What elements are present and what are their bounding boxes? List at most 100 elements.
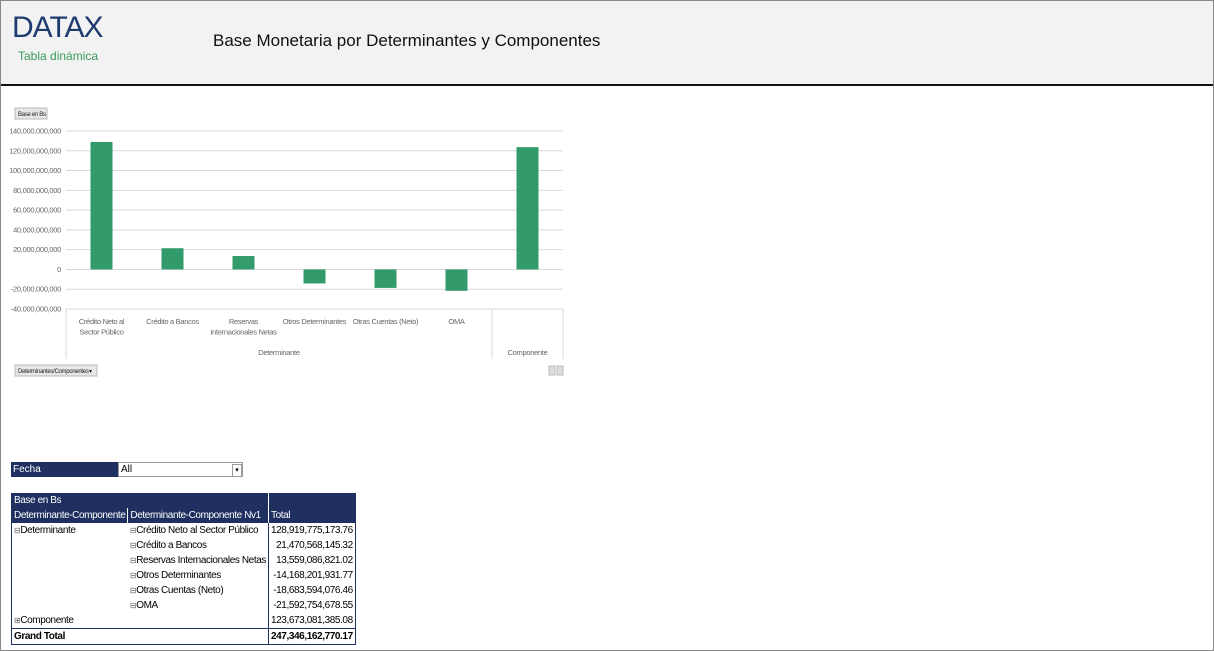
toggle-icon[interactable]: ⊞ (14, 616, 21, 625)
table-row: ⊟Crédito a Bancos 21,470,568,145.32 (12, 538, 356, 553)
table-cell: -14,168,201,931.77 (267, 568, 356, 583)
table-cell: ⊟Determinante (12, 523, 128, 538)
label-line: OMA (448, 317, 464, 326)
table-cell: 247,346,162,770.17 (267, 628, 356, 645)
table-row: ⊞Componente 123,673,081,385.08 (12, 613, 356, 629)
y-tick-label: 100,000,000,000 (9, 166, 61, 175)
label-line: Internacionales Netas (210, 328, 277, 337)
table-cell: ⊟Reservas Internacionales Netas (128, 553, 269, 568)
filter: Fecha All ▾ (11, 462, 243, 478)
cell-text: -14,168,201,931.77 (273, 570, 353, 581)
header-cell: Total (267, 508, 356, 523)
table-row: ⊟Reservas Internacionales Netas 13,559,08… (12, 553, 356, 568)
cell-text: Crédito Neto al Sector Público (136, 525, 259, 536)
chart: Base en Bs Determinantes/Componentes ▾ -… (9, 107, 564, 377)
bar (161, 248, 184, 270)
toggle-icon[interactable]: ⊟ (129, 541, 137, 550)
table-cell: 13,559,086,821.02 (267, 553, 356, 568)
label-line: Reservas (229, 317, 259, 326)
bar (90, 141, 113, 270)
group-label: Componente (508, 348, 548, 357)
bar (445, 269, 468, 291)
label-line: Otras Cuentas (Neto) (353, 317, 419, 326)
field-label: Base en Bs (18, 112, 46, 118)
filter-value[interactable]: All (118, 462, 243, 477)
cell-text: OMA (136, 600, 158, 611)
cell-text: -18,683,594,076.46 (273, 585, 353, 596)
cell-text: Determinante (20, 525, 76, 536)
toggle-icon[interactable]: ⊟ (14, 526, 21, 535)
table-row: ⊟Otras Cuentas (Neto) -18,683,594,076.46 (12, 583, 356, 598)
header: DATAX Tabla dinámica Base Monetaria por … (1, 1, 1213, 86)
bar (516, 147, 539, 270)
table-row: ⊟Otros Determinantes -14,168,201,931.77 (12, 568, 356, 583)
field-button[interactable] (14, 107, 48, 120)
logo: DATAX (12, 11, 104, 44)
table-cell: -18,683,594,076.46 (267, 583, 356, 598)
pivot-table: Base en Bs Determinante-Componente Deter… (11, 493, 356, 645)
toggle-icon[interactable]: ⊟ (129, 571, 137, 580)
x-tick-label: Reservas Internacionales Netas (210, 317, 277, 337)
toggle-icon[interactable]: ⊟ (129, 586, 137, 595)
table-row: ⊟Determinante ⊟Crédito Neto al Sector Púb… (12, 523, 356, 538)
x-tick-label: Crédito Neto al Sector Público (79, 317, 125, 337)
corner-cell: Base en Bs (11, 493, 269, 508)
y-tick-label: 120,000,000,000 (9, 146, 61, 155)
bar (374, 269, 397, 288)
total-row: Grand Total 247,346,162,770.17 (11, 628, 356, 645)
table-cell: ⊟Otras Cuentas (Neto) (128, 583, 269, 598)
label-line: Otros Determinantes (283, 317, 347, 326)
toggle-icon[interactable]: ⊟ (129, 601, 137, 610)
cell-text: -21,592,754,678.55 (273, 600, 353, 611)
x-tick-label: Crédito a Bancos (146, 317, 199, 326)
cell-text: Otros Determinantes (136, 570, 221, 581)
y-tick-label: 0 (57, 265, 61, 274)
table-cell: ⊞Componente (12, 613, 128, 629)
x-tick-label: OMA (448, 317, 464, 326)
y-tick-label: 60,000,000,000 (13, 206, 61, 215)
y-tick-label: 80,000,000,000 (13, 186, 61, 195)
table-cell: ⊟OMA (128, 598, 269, 613)
bar (303, 269, 326, 284)
field-label: Determinantes/Componentes (18, 369, 89, 375)
y-tick-label: -40,000,000,000 (11, 305, 61, 314)
table-row: ⊟OMA -21,592,754,678.55 (12, 598, 356, 613)
table-cell: -21,592,754,678.55 (267, 598, 356, 613)
subtitle: Tabla dinámica (18, 49, 99, 63)
toggle-icon[interactable]: ⊟ (129, 556, 137, 565)
table-cell: ⊟Crédito Neto al Sector Público (128, 523, 269, 538)
table-cell (12, 538, 128, 553)
label-line: Crédito Neto al (79, 317, 125, 326)
cell-text: 123,673,081,385.08 (270, 615, 353, 626)
cell-text: 128,919,775,173.76 (270, 525, 353, 536)
cell-text: Reservas Internacionales Netas (136, 555, 266, 566)
y-tick-label: -20,000,000,000 (11, 285, 61, 294)
toggle-icon[interactable]: ⊟ (129, 526, 137, 535)
group-label: Determinante (258, 348, 300, 357)
table-cell (12, 568, 128, 583)
y-tick-label: 140,000,000,000 (9, 127, 61, 136)
dropdown-arrow[interactable]: ▾ (232, 464, 242, 477)
table-cell (12, 553, 128, 568)
header-cell[interactable]: Determinante-Componente (11, 508, 128, 523)
collapse-button[interactable] (556, 365, 564, 376)
filter-label: Fecha (11, 462, 118, 477)
title: Base Monetaria por Determinantes y Compo… (213, 31, 601, 50)
cell-text: Otras Cuentas (Neto) (136, 585, 224, 596)
field-button[interactable] (14, 364, 98, 377)
cell-text: 13,559,086,821.02 (276, 555, 353, 566)
table-cell: 123,673,081,385.08 (267, 613, 356, 629)
label-line: Sector Público (79, 328, 123, 337)
expand-button[interactable] (548, 365, 556, 376)
cell-text: Componente (20, 615, 74, 626)
table-cell: Grand Total (14, 631, 65, 642)
table-cell: 128,919,775,173.76 (267, 523, 356, 538)
dropdown-arrow: ▾ (89, 369, 92, 375)
table-cell (128, 613, 269, 629)
table-cell (12, 583, 128, 598)
header-row: Determinante-Componente Determinante-Com… (11, 508, 356, 523)
header-cell[interactable]: Determinante-Componente Nv1 (127, 508, 269, 523)
x-tick-label: Otros Determinantes (283, 317, 347, 326)
table-cell: ⊟Otros Determinantes (128, 568, 269, 583)
